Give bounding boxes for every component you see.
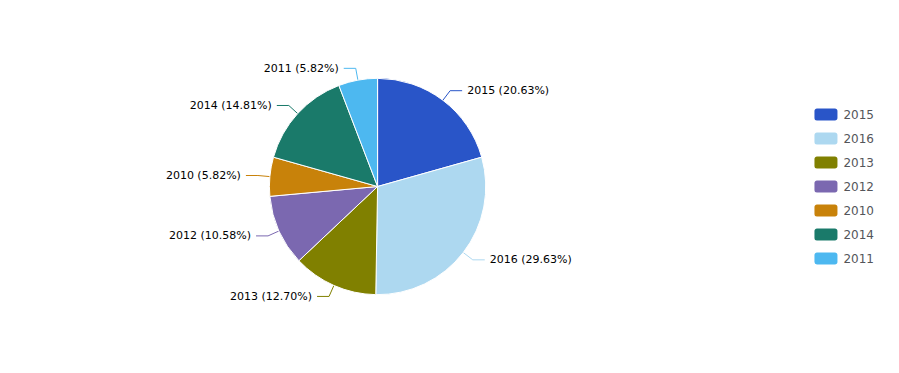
svg-text:2011 (5.82%): 2011 (5.82%) <box>264 62 339 75</box>
svg-text:2014 (14.81%): 2014 (14.81%) <box>190 99 272 112</box>
svg-text:2012: 2012 <box>843 180 874 194</box>
svg-text:2012 (10.58%): 2012 (10.58%) <box>169 229 251 242</box>
svg-text:2016: 2016 <box>843 132 874 146</box>
svg-text:2015 (20.63%): 2015 (20.63%) <box>467 84 549 97</box>
svg-text:2016 (29.63%): 2016 (29.63%) <box>490 253 572 266</box>
svg-text:2011: 2011 <box>843 252 874 266</box>
svg-text:2013 (12.70%): 2013 (12.70%) <box>230 290 312 303</box>
svg-text:2014: 2014 <box>843 228 874 242</box>
svg-text:2010 (5.82%): 2010 (5.82%) <box>166 169 241 182</box>
svg-text:2015: 2015 <box>843 108 874 122</box>
svg-text:2013: 2013 <box>843 156 874 170</box>
svg-text:2010: 2010 <box>843 204 874 218</box>
